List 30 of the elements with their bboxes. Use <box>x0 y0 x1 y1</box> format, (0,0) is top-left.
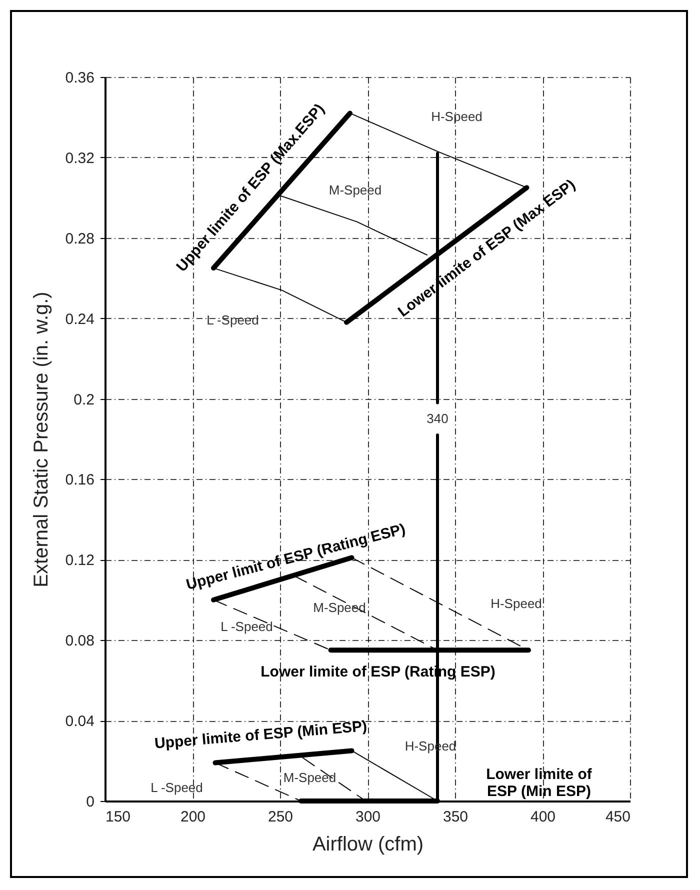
x-tick-label: 150 <box>106 808 131 826</box>
y-tick-label: 0.08 <box>65 632 94 650</box>
y-axis-title: External Static Pressure (in. w.g.) <box>30 292 52 588</box>
y-tick-label: 0.04 <box>65 713 94 730</box>
annotation: Lower limite of ESP (Min ESP) <box>486 766 593 800</box>
y-tick-label: 0.32 <box>65 150 94 167</box>
x-tick-label: 450 <box>605 808 630 826</box>
y-tick-label: 0.16 <box>65 472 94 489</box>
x-tick-label: 200 <box>180 808 206 826</box>
x-axis-title: Airflow (cfm) <box>312 834 424 856</box>
annotation: M-Speed <box>313 600 366 615</box>
annotation: L -Speed <box>220 618 273 634</box>
annotation: H-Speed <box>431 109 482 124</box>
x-tick-label: 350 <box>442 808 468 826</box>
x-tick-label: 400 <box>530 808 556 826</box>
annotation: M-Speed <box>283 770 336 785</box>
annotation: M-Speed <box>328 182 382 198</box>
annotation: Upper limit of ESP (Rating ESP) <box>184 520 408 594</box>
y-tick-label: 0 <box>86 794 94 810</box>
x-tick-label: 300 <box>355 808 381 826</box>
y-tick-label: 0.12 <box>65 552 94 570</box>
y-tick-label: 0.28 <box>65 230 94 248</box>
annotation: H-Speed <box>490 596 542 611</box>
y-tick-label: 0.36 <box>65 70 94 86</box>
y-tick-label: 0.2 <box>74 391 94 408</box>
annotation: Upper limite of ESP (Min ESP) <box>154 718 368 752</box>
annotation: L -Speed <box>150 780 203 796</box>
x-tick-label: 250 <box>268 808 294 826</box>
annotation: 340 <box>426 410 448 426</box>
y-tick-label: 0.24 <box>65 310 94 328</box>
